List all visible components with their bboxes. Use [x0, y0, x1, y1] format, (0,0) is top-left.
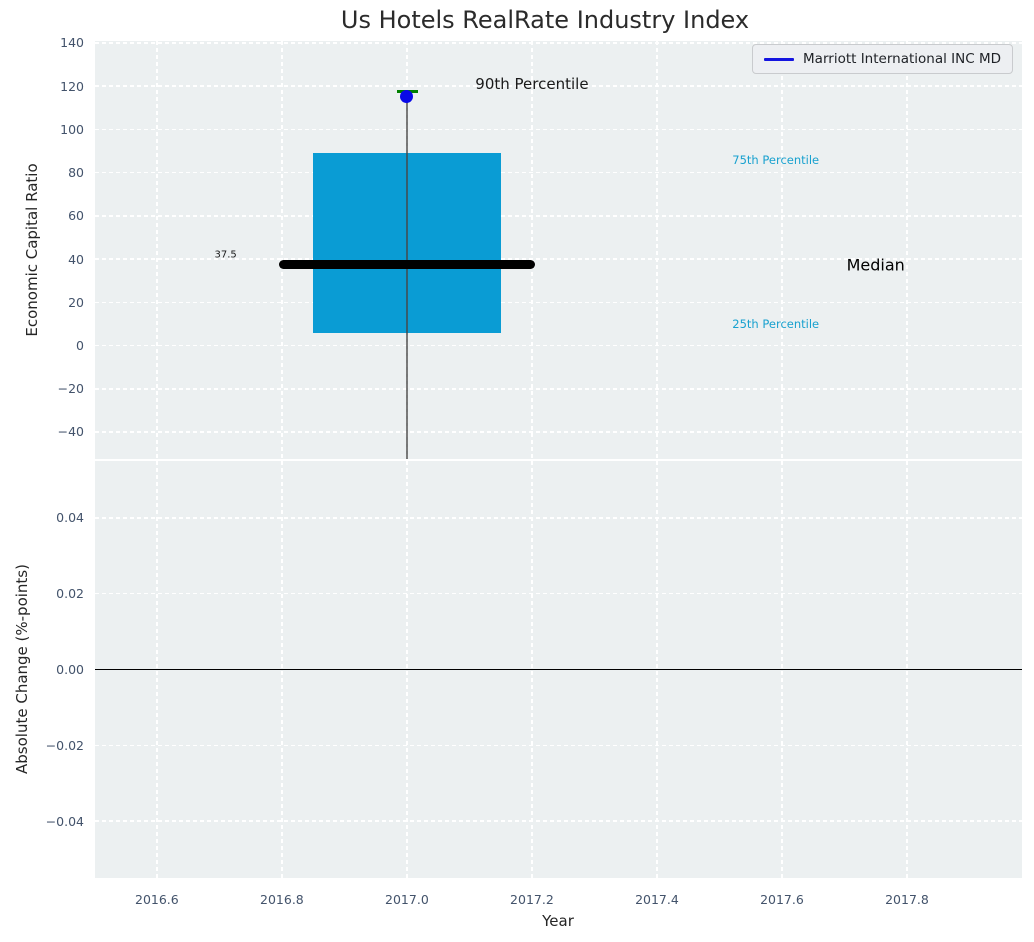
boxplot-median-line	[278, 259, 536, 269]
v-gridline	[781, 41, 783, 459]
h-gridline	[95, 517, 1022, 519]
h-gridline	[95, 42, 1022, 44]
v-gridline	[281, 41, 283, 459]
v-gridline	[906, 41, 908, 459]
y-tick-label: 0	[76, 338, 84, 354]
p25-percentile-label: 25th Percentile	[732, 317, 820, 332]
median-label: Median	[846, 255, 905, 275]
x-tick-label: 2016.8	[260, 892, 304, 907]
h-gridline	[95, 592, 1022, 595]
x-tick-label: 2017.0	[385, 892, 429, 907]
x-tick-label: 2017.4	[635, 892, 679, 907]
x-tick-label: 2017.6	[760, 892, 804, 907]
top-axes-economic-capital-ratio	[95, 41, 1022, 459]
legend-line-swatch	[764, 57, 795, 61]
h-gridline	[95, 171, 1022, 174]
y-tick-label: −0.02	[45, 737, 84, 753]
legend: Marriott International INC MD	[752, 44, 1013, 74]
y-tick-label: 140	[60, 35, 84, 51]
y-tick-label: −40	[57, 424, 84, 440]
chart-title: Us Hotels RealRate Industry Index	[340, 6, 750, 34]
x-tick-label: 2017.2	[510, 892, 554, 907]
v-gridline	[656, 41, 658, 459]
h-gridline	[95, 388, 1022, 390]
x-tick-label: 2017.8	[885, 892, 929, 907]
h-gridline	[95, 744, 1022, 747]
h-gridline	[95, 128, 1022, 131]
y-tick-label: 0.02	[56, 586, 84, 602]
h-gridline	[95, 820, 1022, 822]
boxplot-whisker-line	[406, 91, 408, 459]
v-gridline	[156, 41, 158, 459]
y-tick-label: 60	[68, 208, 84, 224]
v-gridline	[531, 41, 533, 459]
y-tick-label: 0.04	[56, 510, 84, 526]
zero-line	[95, 668, 1022, 671]
h-gridline	[95, 301, 1022, 304]
median-value-label: 37.5	[214, 249, 237, 261]
h-gridline	[95, 344, 1022, 347]
x-axis-label: Year	[542, 912, 574, 930]
y-tick-label: −0.04	[45, 813, 84, 829]
company-data-point	[400, 90, 414, 104]
y-tick-label: 40	[68, 251, 84, 267]
y-tick-label: 80	[68, 165, 84, 181]
x-tick-label: 2016.6	[135, 892, 179, 907]
h-gridline	[95, 85, 1022, 87]
p90-percentile-label: 90th Percentile	[475, 75, 589, 93]
legend-label: Marriott International INC MD	[803, 51, 1001, 67]
y-tick-label: 20	[68, 294, 84, 310]
y-tick-label: 100	[60, 121, 84, 137]
p75-percentile-label: 75th Percentile	[732, 152, 820, 167]
y-tick-label: 0.00	[56, 662, 84, 677]
y-tick-label: −20	[57, 381, 84, 397]
h-gridline	[95, 215, 1022, 217]
y-tick-label: 120	[60, 78, 84, 94]
h-gridline	[95, 431, 1022, 433]
bottom-axes-absolute-change	[95, 461, 1022, 878]
h-gridline	[95, 258, 1022, 260]
